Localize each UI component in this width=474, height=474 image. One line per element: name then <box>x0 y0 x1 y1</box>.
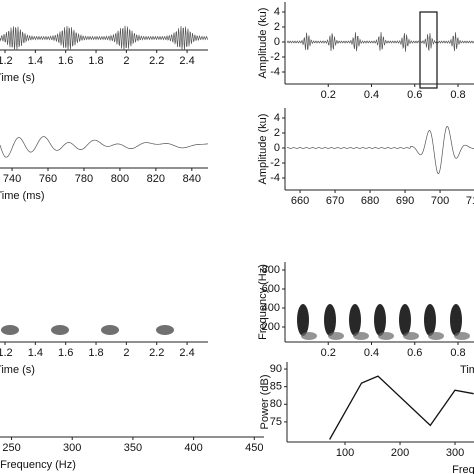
spectrogram-blob <box>101 325 119 335</box>
x-tick-label: 800 <box>111 173 129 185</box>
y-axis-label: Amplitude (ku) <box>257 114 269 185</box>
waveform <box>286 32 474 52</box>
x-tick-label: 0.4 <box>364 89 379 101</box>
y-tick-label: 2 <box>274 127 280 139</box>
x-tick-label: 300 <box>63 442 81 454</box>
y-axis-label: Amplitude (ku) <box>257 8 269 79</box>
spectrogram-blob <box>424 304 436 336</box>
spectrogram-blob <box>349 304 361 336</box>
spectrogram-blob <box>403 332 419 340</box>
x-tick-label: 350 <box>124 442 142 454</box>
x-tick-label: 2 <box>123 347 129 359</box>
spectrogram-blob <box>428 332 444 340</box>
y-tick-label: 800 <box>262 264 280 276</box>
y-tick-label: 80 <box>270 398 282 410</box>
x-axis-label: Frequency (Hz) <box>452 464 474 474</box>
x-tick-label: 2 <box>123 55 129 67</box>
x-tick-label: 0.2 <box>321 89 336 101</box>
y-tick-label: 0 <box>274 142 280 154</box>
waveform <box>0 25 209 51</box>
y-tick-label: 75 <box>270 416 282 428</box>
selection-box <box>419 11 438 89</box>
spectrogram-blob <box>324 304 336 336</box>
y-axis-label: Frequency (Hz) <box>257 264 269 340</box>
x-tick-label: 250 <box>2 442 20 454</box>
y-tick-label: 85 <box>270 381 282 393</box>
x-tick-label: 740 <box>3 173 21 185</box>
spectrogram-blob <box>297 304 309 336</box>
spectrogram-blob <box>51 325 69 335</box>
x-tick-label: 100 <box>336 447 354 459</box>
x-tick-label: 2.2 <box>149 347 164 359</box>
power-line <box>329 375 474 440</box>
x-tick-label: 780 <box>75 173 93 185</box>
spectrogram-blob <box>399 304 411 336</box>
waveform <box>0 136 209 158</box>
spectrogram-blob <box>301 332 317 340</box>
x-tick-label: 0.8 <box>450 89 465 101</box>
x-tick-label: 2.2 <box>149 55 164 67</box>
spectrogram-blob <box>454 332 470 340</box>
y-tick-label: -4 <box>270 66 280 78</box>
x-axis-label: Time (ms) <box>0 190 45 202</box>
x-tick-label: 680 <box>361 195 379 207</box>
x-tick-label: 300 <box>446 447 464 459</box>
x-tick-label: 840 <box>183 173 201 185</box>
x-tick-label: 0.6 <box>407 89 422 101</box>
x-tick-label: 700 <box>431 195 449 207</box>
y-tick-label: 90 <box>270 363 282 375</box>
spectrogram-blob <box>450 304 462 336</box>
x-tick-label: 670 <box>326 195 344 207</box>
x-axis-label: Time (s) <box>460 364 474 376</box>
y-tick-label: 0 <box>274 36 280 48</box>
y-tick-label: 4 <box>274 112 280 124</box>
x-tick-label: 2.4 <box>179 347 194 359</box>
y-tick-label: 4 <box>274 6 280 18</box>
x-tick-label: 2.4 <box>179 55 194 67</box>
x-tick-label: 710 <box>466 195 474 207</box>
x-tick-label: 1.4 <box>28 347 43 359</box>
x-tick-label: 1.4 <box>28 55 43 67</box>
y-tick-label: -2 <box>270 51 280 63</box>
y-tick-label: -2 <box>270 157 280 169</box>
y-tick-label: 600 <box>262 283 280 295</box>
x-tick-label: 1.2 <box>0 347 13 359</box>
x-tick-label: 1.2 <box>0 55 13 67</box>
x-tick-label: 660 <box>291 195 309 207</box>
x-tick-label: 1.6 <box>58 347 73 359</box>
y-axis-label: Power (dB) <box>259 374 271 429</box>
x-tick-label: 1.8 <box>88 347 103 359</box>
y-tick-label: 2 <box>274 21 280 33</box>
x-tick-label: 0.2 <box>321 347 336 359</box>
spectrogram-blob <box>378 332 394 340</box>
x-tick-label: 760 <box>39 173 57 185</box>
y-tick-label: -4 <box>270 172 280 184</box>
spectrogram-blob <box>156 325 174 335</box>
x-tick-label: 1.8 <box>88 55 103 67</box>
x-tick-label: 0.8 <box>450 347 465 359</box>
x-tick-label: 400 <box>184 442 202 454</box>
x-axis-label: Time (s) <box>0 72 35 84</box>
x-tick-label: 820 <box>147 173 165 185</box>
y-tick-label: 400 <box>262 302 280 314</box>
x-tick-label: 0.6 <box>407 347 422 359</box>
spectrogram-blob <box>353 332 369 340</box>
y-tick-label: 200 <box>262 321 280 333</box>
x-tick-label: 0.4 <box>364 347 379 359</box>
spectrogram-blob <box>374 304 386 336</box>
waveform <box>287 126 474 175</box>
x-tick-label: 450 <box>245 442 263 454</box>
x-axis-label: Time (s) <box>0 364 35 376</box>
x-tick-label: 690 <box>396 195 414 207</box>
spectrogram-blob <box>328 332 344 340</box>
x-axis-label: Frequency (Hz) <box>0 459 76 471</box>
x-tick-label: 1.6 <box>58 55 73 67</box>
spectrogram-blob <box>1 325 19 335</box>
x-tick-label: 200 <box>391 447 409 459</box>
